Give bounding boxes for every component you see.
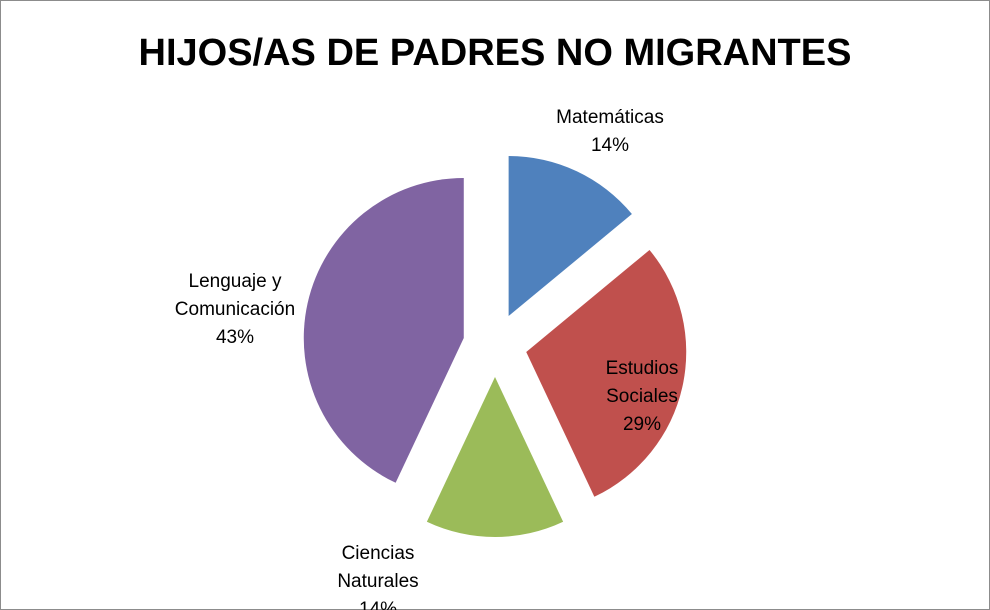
slice-label: Estudios Sociales 29%	[587, 355, 697, 439]
slice-value: 14%	[358, 599, 398, 610]
pie-slice	[526, 249, 687, 497]
chart-title: HIJOS/AS DE PADRES NO MIGRANTES	[138, 32, 852, 74]
slice-label: Ciencias Naturales 14%	[323, 540, 433, 610]
slice-name: Matemáticas	[556, 107, 664, 128]
slice-label: Matemáticas 14%	[535, 104, 685, 160]
slice-name: Estudios Sociales	[605, 358, 679, 407]
pie-slice	[426, 377, 564, 538]
slice-value: 29%	[622, 414, 662, 435]
slice-value: 43%	[215, 327, 255, 348]
pie-slice	[303, 178, 464, 483]
slice-label: Lenguaje y Comunicación 43%	[160, 268, 310, 352]
slice-name: Ciencias Naturales	[337, 543, 419, 592]
slice-name: Lenguaje y Comunicación	[174, 271, 296, 320]
pie-slice	[508, 156, 632, 317]
slice-value: 14%	[590, 135, 630, 156]
